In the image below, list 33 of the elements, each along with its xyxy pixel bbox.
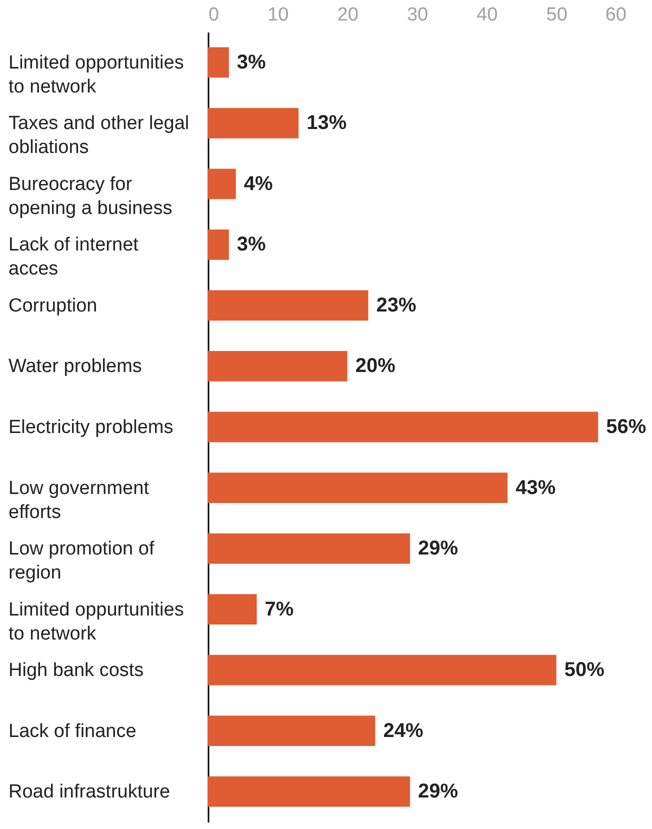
y-tick-label: Lack of internet acces [8, 234, 140, 280]
y-tick-label: Limited opportunities to network [8, 52, 184, 98]
data-label: 13% [306, 112, 347, 134]
data-label: 3% [236, 234, 266, 256]
data-label: 23% [376, 294, 416, 316]
x-tick-label: 50 [546, 4, 568, 26]
x-tick-label: 40 [476, 4, 498, 26]
x-tick-label: 10 [268, 4, 289, 26]
x-tick-label: 20 [337, 4, 358, 26]
data-label: 29% [418, 780, 458, 803]
y-tick-label: Low promotion of region [8, 538, 155, 584]
data-label: 29% [418, 538, 458, 560]
data-label: 20% [355, 355, 396, 378]
data-label: 3% [236, 51, 266, 74]
y-tick-label: Electricity problems [8, 417, 174, 438]
data-label: 56% [606, 416, 646, 438]
x-tick-label: 30 [406, 4, 428, 26]
y-tick-label: High bank costs [8, 660, 144, 682]
data-label: 7% [264, 598, 294, 620]
data-label: 43% [516, 476, 556, 499]
data-label: 50% [564, 659, 605, 682]
data-label: 24% [383, 720, 424, 742]
y-tick-label: Bureocracy for opening a business [8, 174, 172, 219]
data-label: 4% [244, 172, 273, 195]
y-tick-label: Limited oppurtunities to network [8, 599, 184, 644]
y-tick-label: Corruption [8, 295, 98, 316]
y-tick-label: Water problems [8, 356, 142, 378]
y-tick-label: Road infrastrukture [8, 782, 170, 803]
y-tick-label: Low government efforts [8, 478, 150, 523]
x-tick-label: 0 [208, 4, 220, 26]
y-tick-label: Lack of finance [8, 720, 136, 742]
y-tick-label: Taxes and other legal obliations [8, 113, 190, 158]
x-tick-label: 60 [605, 4, 626, 26]
